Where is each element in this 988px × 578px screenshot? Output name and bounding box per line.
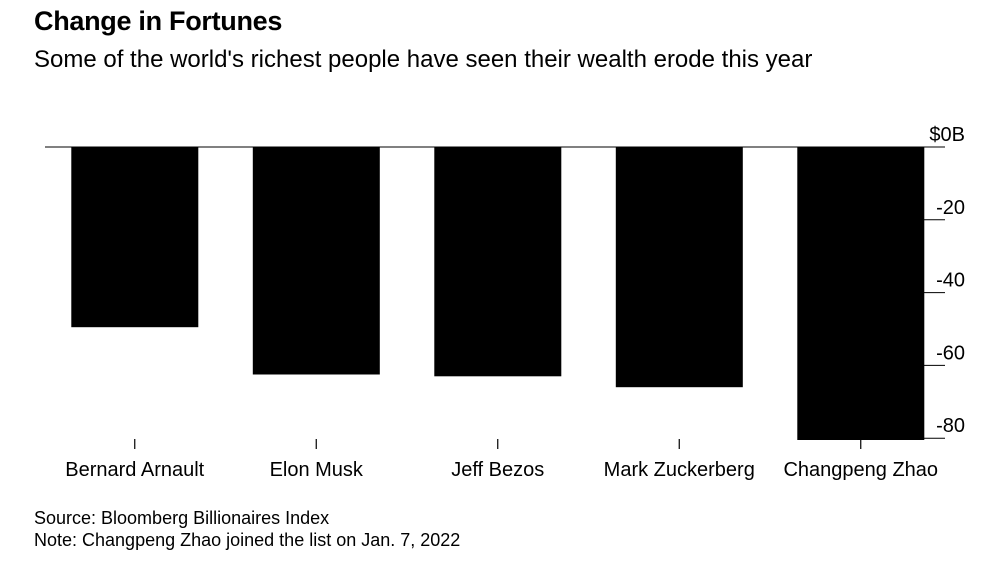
bar [434, 147, 562, 377]
y-tick-label: -20 [936, 197, 965, 219]
category-label: Elon Musk [270, 459, 364, 481]
footnote: Note: Changpeng Zhao joined the list on … [34, 530, 461, 550]
category-label: Mark Zuckerberg [604, 459, 755, 481]
category-label: Changpeng Zhao [783, 459, 938, 481]
y-tick-label: -80 [936, 415, 965, 437]
category-label: Jeff Bezos [451, 459, 544, 481]
bar [797, 147, 925, 440]
chart-title: Change in Fortunes [34, 6, 283, 36]
bar [71, 147, 199, 328]
chart-subtitle: Some of the world's richest people have … [34, 46, 813, 73]
y-tick-label: -40 [936, 270, 965, 292]
bar [615, 147, 743, 388]
bar-chart: $0B -20 -40 -60 -80 Bernard Arnault Elon Musk J… [45, 124, 965, 481]
y-tick-label: $0B [929, 124, 965, 146]
category-label: Bernard Arnault [65, 459, 204, 481]
y-tick-label: -60 [936, 342, 965, 364]
bar [252, 147, 380, 375]
source-note: Source: Bloomberg Billionaires Index [34, 508, 330, 528]
